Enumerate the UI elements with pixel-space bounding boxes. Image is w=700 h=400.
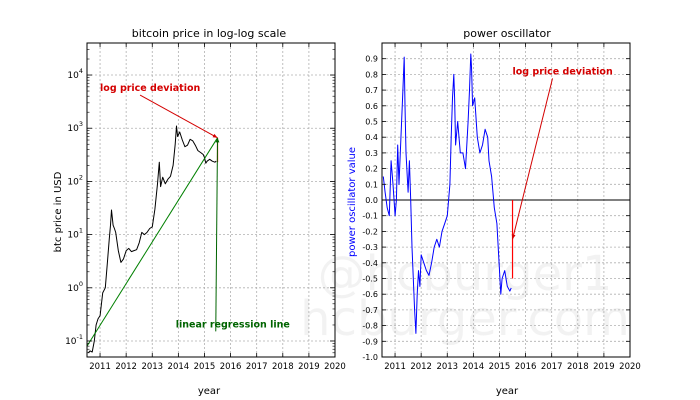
annotation-arrowhead: [215, 137, 220, 143]
x-tick-label: 2020: [619, 362, 641, 372]
annotation-label: log price deviation: [513, 66, 613, 77]
y-tick-label: -1.0: [362, 353, 378, 362]
x-axis-label: year: [198, 386, 221, 397]
y-tick-label: 0.2: [365, 165, 378, 174]
x-tick-label: 2018: [567, 362, 589, 372]
x-tick-label: 2019: [593, 362, 615, 372]
chart-title: bitcoin price in log-log scale: [132, 27, 287, 40]
y-axis-label: power oscillator value: [347, 147, 358, 257]
x-tick-label: 2016: [220, 362, 242, 372]
series-layer: [86, 125, 218, 354]
annotation-arrow: [512, 78, 554, 240]
x-tick-label: 2013: [436, 362, 458, 372]
series-layer: [382, 53, 512, 334]
y-tick-label: -0.3: [362, 243, 378, 252]
y-tick-label: 10-1: [65, 333, 83, 347]
chart-title: power oscillator: [463, 27, 551, 40]
x-tick-label: 2018: [272, 362, 294, 372]
x-tick-label: 2015: [489, 362, 511, 372]
y-tick-label: 0.6: [365, 102, 378, 111]
annotation-arrow: [215, 137, 219, 332]
series-line-0: [382, 53, 512, 334]
y-tick-label: 0.5: [365, 118, 378, 127]
plot-frame: [86, 42, 336, 358]
y-tick-label: -0.8: [362, 322, 378, 331]
y-tick-label: -0.1: [362, 212, 378, 221]
y-tick-label: -0.4: [362, 259, 378, 268]
annotations: log price deviation: [511, 66, 613, 240]
x-tick-label: 2013: [141, 362, 163, 372]
y-tick-label: 0.7: [365, 86, 378, 95]
y-tick-label: -0.2: [362, 227, 378, 236]
y-axis-label: btc price in USD: [53, 171, 64, 252]
x-tick-label: 2015: [194, 362, 216, 372]
x-tick-label: 2016: [515, 362, 537, 372]
x-tick-label: 2011: [89, 362, 111, 372]
x-tick-label: 2012: [410, 362, 432, 372]
y-tick-label: 0.8: [365, 70, 378, 79]
x-tick-label: 2020: [324, 362, 346, 372]
y-tick-label: 100: [67, 280, 83, 294]
annotation-label: log price deviation: [100, 83, 200, 94]
x-ticks: 2011 2012 2013 2014 2015 2016 2017 2018 2019 2020: [384, 43, 641, 372]
x-tick-label: 2014: [463, 362, 485, 372]
grid: [87, 43, 336, 357]
x-ticks: 2011 2012 2013 2014 2015 2016 2017 2018 2019 2020: [89, 43, 346, 372]
y-tick-label: -0.6: [362, 290, 378, 299]
y-tick-label: 103: [67, 120, 83, 134]
y-tick-label: -0.5: [362, 275, 378, 284]
chart-left-loglog: bitcoin price in log-log scale year btc …: [53, 27, 346, 397]
y-tick-label: -0.7: [362, 306, 378, 315]
y-tick-label: 0.1: [365, 180, 378, 189]
y-tick-label: 0.9: [365, 55, 378, 64]
y-tick-label: 101: [67, 227, 83, 241]
watermark-line2: hcburger.com: [300, 291, 630, 347]
x-tick-label: 2014: [168, 362, 190, 372]
y-ticks: 10-1 100 101 102 103 104: [65, 42, 335, 358]
watermark-line1: @hcburger1: [318, 246, 613, 302]
x-tick-label: 2011: [384, 362, 406, 372]
annotation-arrowhead: [212, 133, 218, 138]
x-axis-label: year: [496, 386, 519, 397]
annotations: log price deviation linear regression lin…: [100, 83, 290, 332]
y-tick-label: -0.9: [362, 337, 378, 346]
annotation-arrowhead: [511, 234, 516, 240]
y-tick-label: 0.0: [365, 196, 378, 205]
y-tick-label: 0.3: [365, 149, 378, 158]
x-tick-label: 2017: [541, 362, 563, 372]
chart-right-oscillator: power oscillator year power oscillator v…: [347, 27, 641, 397]
annotation-arrow: [139, 94, 218, 139]
y-tick-label: 104: [67, 67, 83, 81]
x-tick-label: 2019: [298, 362, 320, 372]
y-ticks: -1.0 -0.9 -0.8 -0.7 -0.6 -0.5 -0.4 -0.3 -0.2 -0.1…: [362, 55, 630, 362]
series-line-1: [86, 137, 218, 347]
x-tick-label: 2012: [115, 362, 137, 372]
x-tick-label: 2017: [246, 362, 268, 372]
y-tick-label: 0.4: [365, 133, 378, 142]
y-tick-label: 102: [67, 173, 83, 187]
watermark: @hcburger1 hcburger.com: [300, 246, 630, 347]
series-line-0: [87, 125, 217, 354]
annotation-label: linear regression line: [176, 319, 290, 330]
